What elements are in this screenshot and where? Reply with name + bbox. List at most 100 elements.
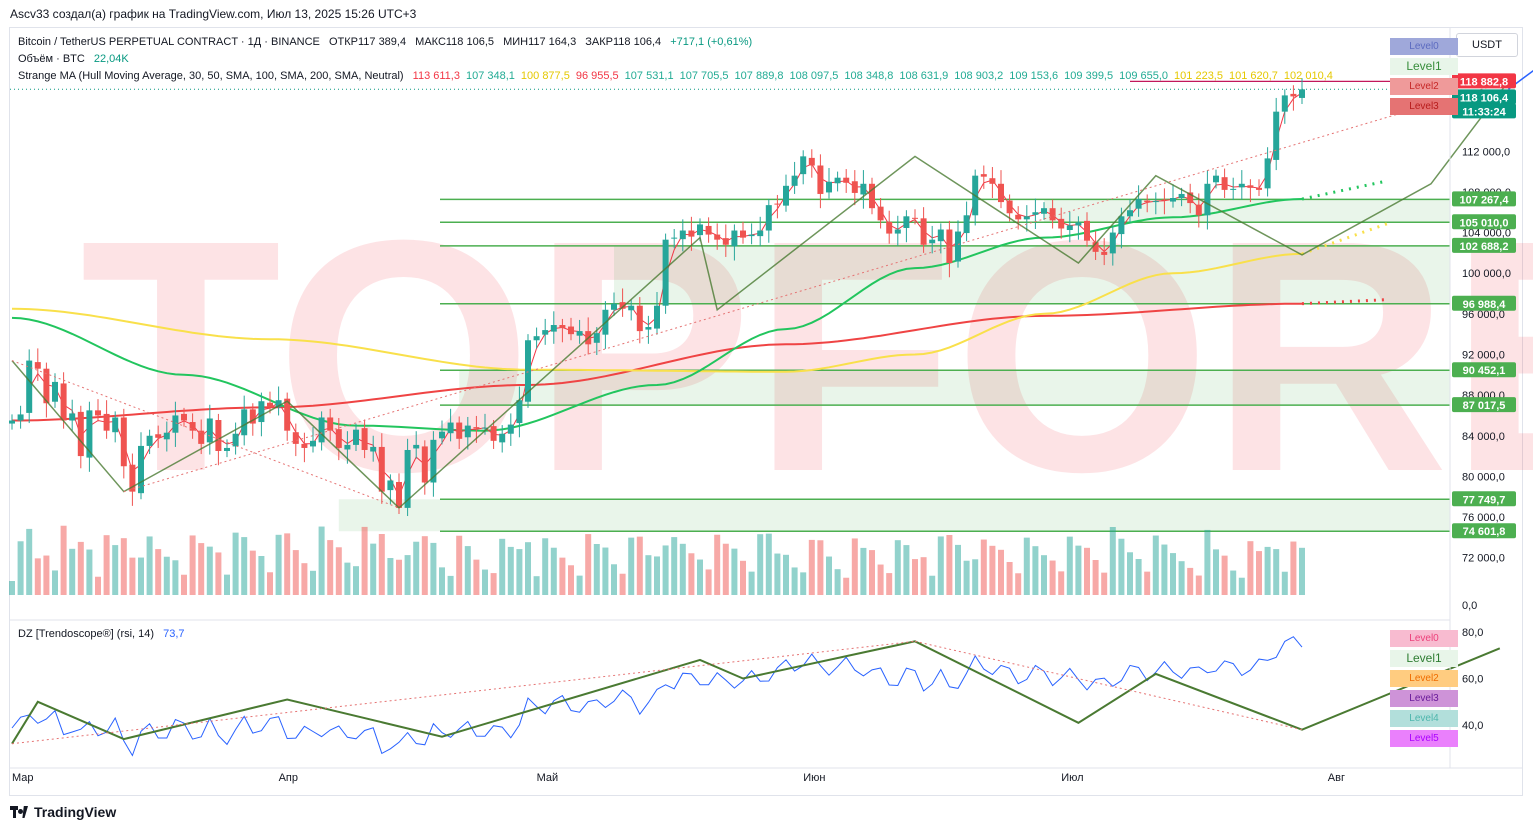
ma-projection [1301,179,1389,201]
candle-body [1204,183,1211,216]
volume-bar [1006,562,1013,595]
volume-bar [232,532,239,595]
symbol-legend[interactable]: Bitcoin / TetherUS PERPETUAL CONTRACT · … [18,36,758,48]
candle-body [447,422,454,434]
price-tick: 0,0 [1462,600,1477,612]
candle-body [267,402,273,408]
symbol-name[interactable]: Bitcoin / TetherUS PERPETUAL CONTRACT · … [18,36,320,48]
level-button[interactable]: Level5 [1390,730,1458,747]
candle-body [473,427,480,429]
price-badge: 107 267,4 [1460,194,1510,206]
candle-body [1230,188,1237,190]
volume-bar [60,525,67,595]
volume-bar [1221,555,1228,595]
volume-bar [1049,560,1056,595]
candle-body [361,428,368,450]
author-line: Ascv33 создал(а) график на TradingView.c… [10,7,417,21]
candle-body [705,225,712,235]
volume-bar [860,547,867,595]
volume-bar [404,555,411,595]
sma100-line [11,252,1303,373]
candle-body [60,383,67,421]
volume-bar [1273,549,1280,595]
ohlc-close: ЗАКР118 106,4 [585,36,662,48]
level-button[interactable]: Level1 [1390,650,1458,667]
price-badge: 102 688,2 [1460,241,1509,253]
candle-body [224,447,230,451]
candle-body [138,445,144,494]
candle-body [404,449,411,508]
volume-bar [980,539,987,595]
level-button[interactable]: Level3 [1390,98,1458,115]
volume-bar [714,534,721,595]
candle-body [439,431,445,439]
volume-bar [43,555,50,595]
rsi-tick: 40,0 [1462,720,1483,732]
candle-body [1264,158,1271,189]
volume-bar [344,562,351,595]
volume-bar [671,537,678,595]
projection-arrow [1507,69,1533,90]
candle-body [791,175,798,186]
level-button[interactable]: Level2 [1390,78,1458,95]
volume-bar [1101,572,1108,595]
volume-bar [1238,577,1245,595]
candle-body [1299,89,1305,98]
volume-bar [1066,536,1073,595]
ohlc-high: МАКС118 106,5 [415,36,495,48]
candle-body [301,443,308,448]
candle-body [516,400,523,424]
volume-bar [77,541,84,595]
level-button[interactable]: Level3 [1390,690,1458,707]
level-button[interactable]: Level4 [1390,710,1458,727]
candle-body [894,229,901,234]
time-axis: Мар Апр Май Июн Июл Авг [12,772,1345,784]
candle-body [1032,212,1039,215]
candle-body [284,398,291,431]
volume-bar [249,550,256,595]
tradingview-brand[interactable]: TradingView [34,804,117,820]
candle-body [1178,193,1185,199]
time-label: Июн [803,772,825,784]
volume-bar [129,557,136,595]
candle-body [1161,199,1168,201]
volume-bar [1204,529,1211,595]
rsi-legend[interactable]: DZ [Trendoscope®] (rsi, 14) 73,7 [18,628,191,640]
volume-legend[interactable]: Объём · BTC 22,04K [18,53,135,65]
volume-bar [275,534,282,595]
level-button[interactable]: Level1 [1390,58,1458,75]
candle-body [989,178,996,184]
volume-bar [533,576,540,595]
candle-body [17,414,24,421]
trend-line [11,360,400,509]
candle-body [662,239,669,306]
volume-bar [1256,551,1262,595]
ma-legend[interactable]: Strange MA (Hull Moving Average, 30, 50,… [18,70,1345,82]
price-badge-bg [1452,491,1516,507]
candle-body [593,333,600,343]
volume-bar [826,556,832,595]
currency-button[interactable]: USDT [1456,33,1518,57]
level-button[interactable]: Level0 [1390,38,1458,55]
candle-body [525,340,531,402]
candle-body [1049,208,1056,221]
volume-bar [912,559,918,595]
volume-bar [439,567,445,595]
volume-bar [903,545,910,595]
volume-bar [396,559,402,595]
candle-body [292,432,299,444]
candle-body [757,230,764,237]
price-tick: 96 000,0 [1462,309,1505,321]
volume-bar [206,546,213,595]
volume-bar [1213,549,1219,595]
level-button[interactable]: Level0 [1390,630,1458,647]
candle-body [464,425,471,438]
volume-bar [1187,567,1194,595]
ma-value: 102 010,4 [1283,70,1333,82]
candle-body [869,183,875,209]
level-button[interactable]: Level2 [1390,670,1458,687]
volume-bar [963,560,970,595]
candle-body [1015,214,1022,220]
footer[interactable]: TradingView [10,804,116,820]
